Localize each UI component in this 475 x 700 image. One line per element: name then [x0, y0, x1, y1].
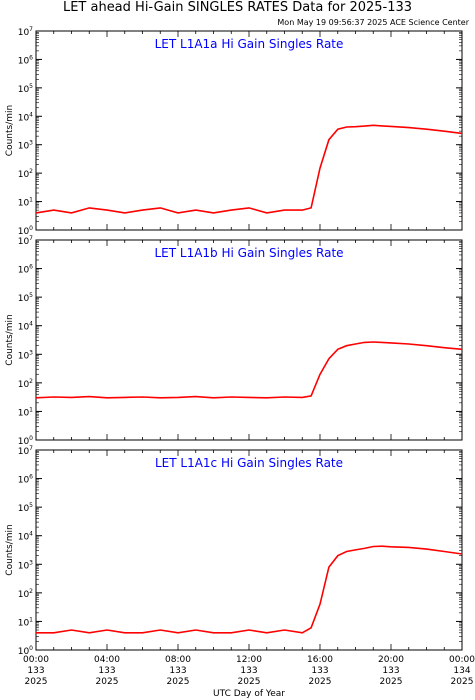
y-tick-label: 103: [18, 349, 33, 361]
x-tick-label: 133: [240, 666, 257, 676]
y-tick-label: 104: [18, 111, 33, 123]
x-tick-label: 2025: [309, 677, 332, 687]
y-tick-label: 105: [18, 502, 33, 514]
y-axis-label: Counts/min: [5, 314, 15, 365]
page-title: LET ahead Hi-Gain SINGLES RATES Data for…: [62, 0, 413, 15]
y-tick-label: 101: [18, 406, 33, 418]
x-tick-label: 133: [311, 666, 328, 676]
y-tick-label: 106: [18, 474, 33, 486]
x-tick-label: 133: [98, 666, 115, 676]
x-tick-label: 04:00: [94, 655, 120, 665]
y-axis-label: Counts/min: [5, 524, 15, 575]
series-line: [36, 545, 463, 634]
series-line: [35, 341, 463, 399]
x-tick-label: 00:00: [23, 655, 49, 665]
x-tick-label: 08:00: [165, 655, 191, 665]
y-tick-label: 106: [18, 54, 33, 66]
x-tick-label: 133: [169, 666, 186, 676]
y-tick-label: 107: [18, 235, 33, 247]
x-tick-label: 2025: [25, 677, 48, 687]
y-tick-label: 103: [18, 140, 33, 152]
y-tick-label: 105: [18, 83, 33, 95]
timestamp-label: Mon May 19 09:56:37 2025 ACE Science Cen…: [277, 18, 469, 27]
y-tick-label: 102: [18, 588, 33, 600]
y-tick-label: 104: [18, 531, 33, 543]
plot-frame: [35, 239, 463, 441]
plot-frame: [35, 449, 463, 651]
x-tick-label: 2025: [167, 677, 190, 687]
x-tick-label: 12:00: [236, 655, 262, 665]
x-tick-label: 00:00: [449, 655, 475, 665]
y-tick-label: 107: [18, 26, 33, 38]
x-tick-label: 20:00: [378, 655, 404, 665]
y-tick-label: 107: [18, 445, 33, 457]
x-tick-label: 2025: [238, 677, 261, 687]
y-tick-label: 101: [18, 197, 33, 209]
x-tick-label: 2025: [451, 677, 474, 687]
x-tick-label: 16:00: [307, 655, 333, 665]
y-tick-label: 104: [18, 321, 33, 333]
y-tick-label: 105: [18, 292, 33, 304]
y-tick-label: 102: [18, 378, 33, 390]
y-axis-label: Counts/min: [5, 105, 15, 156]
y-tick-label: 103: [18, 559, 33, 571]
x-tick-label: 133: [27, 666, 44, 676]
x-tick-label: 134: [453, 666, 470, 676]
x-axis-label: UTC Day of Year: [213, 689, 285, 699]
x-tick-label: 133: [382, 666, 399, 676]
y-tick-label: 101: [18, 616, 33, 628]
panel-title: LET L1A1a Hi Gain Singles Rate: [155, 37, 344, 51]
y-tick-label: 106: [18, 264, 33, 276]
y-tick-label: 102: [18, 168, 33, 180]
x-tick-label: 2025: [96, 677, 119, 687]
plot-frame: [35, 30, 463, 231]
panel-title: LET L1A1b Hi Gain Singles Rate: [154, 246, 343, 260]
panel-title: LET L1A1c Hi Gain Singles Rate: [155, 456, 343, 470]
series-line: [35, 124, 463, 214]
x-tick-label: 2025: [380, 677, 403, 687]
